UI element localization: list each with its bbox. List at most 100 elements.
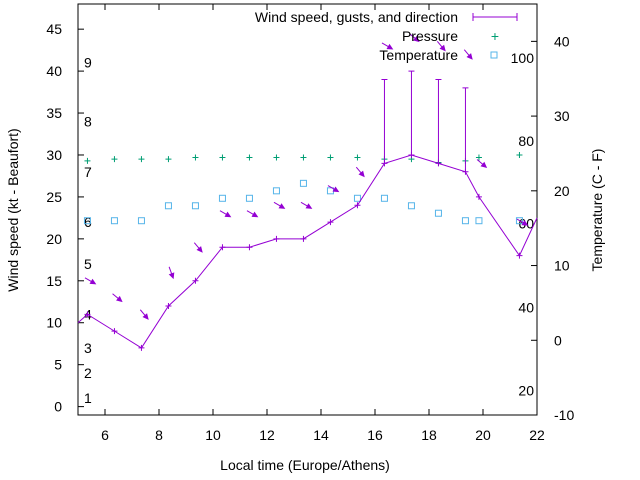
wind-direction-arrows	[84, 33, 529, 320]
wind-speed-series	[77, 151, 538, 351]
wind-direction-arrow	[409, 33, 420, 43]
temperature-point	[191, 202, 199, 210]
wind-direction-arrow	[168, 266, 175, 280]
wind-direction-arrow	[219, 210, 232, 218]
wind-speed-point	[516, 252, 523, 259]
x-tick-labels: 6 8 10 12 14 16 18 20 22	[101, 427, 545, 443]
y-tick-label-7: 35	[46, 105, 62, 121]
y-axis-label: Wind speed (kt - Beaufort)	[5, 128, 21, 291]
wind-speed-point	[327, 219, 334, 226]
beaufort-label-7: 8	[84, 113, 92, 129]
wind-direction-arrow	[300, 201, 313, 209]
fahrenheit-label-0: 20	[518, 382, 534, 398]
wind-direction-arrow	[381, 42, 394, 50]
temperature-point	[110, 217, 118, 225]
legend-label-wind: Wind speed, gusts, and direction	[255, 9, 458, 25]
pressure-point	[138, 156, 145, 163]
temperature-point	[380, 194, 388, 202]
y-tick-label-6: 30	[46, 147, 62, 163]
wind-direction-arrow	[84, 277, 97, 285]
y-tick-label-8: 40	[46, 63, 62, 79]
plot-frame	[77, 3, 538, 416]
x-tick-label-3: 12	[259, 427, 275, 443]
y2-axis-label: Temperature (C - F)	[589, 149, 605, 272]
beaufort-label-6: 7	[84, 164, 92, 180]
beaufort-label-4: 5	[84, 256, 92, 272]
legend-label-temperature: Temperature	[379, 47, 458, 63]
x-tick-label-2: 10	[205, 427, 221, 443]
temperature-point	[515, 217, 523, 225]
wind-direction-arrow	[436, 41, 446, 52]
wind-direction-arrow	[355, 166, 365, 178]
x-tick-label-1: 8	[155, 427, 163, 443]
wind-speed-point	[219, 244, 226, 251]
beaufort-label-8: 9	[84, 55, 92, 71]
beaufort-label-1: 2	[84, 365, 92, 381]
x-tick-label-8: 22	[529, 427, 545, 443]
temperature-point	[434, 209, 442, 217]
pressure-point	[516, 151, 523, 158]
y-tick-labels: 0 5 10 15 20 25 30 35 40 45	[46, 21, 62, 414]
wind-speed-point	[111, 328, 118, 335]
fahrenheit-label-4: 100	[511, 50, 535, 66]
wind-speed-point	[462, 168, 469, 175]
pressure-point	[192, 154, 199, 161]
wind-speed-point	[192, 277, 199, 284]
y-tick-label-0: 0	[54, 399, 62, 415]
temperature-point	[164, 202, 172, 210]
temperature-series	[83, 179, 523, 225]
temperature-point	[475, 217, 483, 225]
temperature-point	[83, 217, 91, 225]
pressure-point	[111, 156, 118, 163]
pressure-point	[327, 154, 334, 161]
axis-ticks	[78, 4, 538, 416]
wind-speed-point	[354, 202, 361, 209]
temperature-point	[137, 217, 145, 225]
wind-speed-point	[165, 302, 172, 309]
pressure-point	[165, 156, 172, 163]
beaufort-label-2: 3	[84, 340, 92, 356]
pressure-point	[354, 154, 361, 161]
wind-direction-arrow	[112, 293, 123, 303]
wind-direction-arrow	[139, 309, 149, 320]
pressure-point	[219, 154, 226, 161]
fahrenheit-label-3: 80	[518, 133, 534, 149]
temperature-point	[299, 179, 307, 187]
y-tick-label-9: 45	[46, 21, 62, 37]
y-tick-label-2: 10	[46, 315, 62, 331]
wind-speed-point	[246, 244, 253, 251]
y-tick-label-4: 20	[46, 231, 62, 247]
y2-tick-label-0: -10	[554, 407, 574, 423]
wind-speed-point	[138, 344, 145, 351]
wind-direction-arrow	[476, 159, 488, 168]
wind-speed-point	[381, 160, 388, 167]
temperature-point	[272, 187, 280, 195]
pressure-series	[84, 151, 523, 166]
pressure-point	[84, 157, 91, 164]
temperature-point	[461, 217, 469, 225]
wind-direction-arrow	[193, 242, 203, 253]
x-tick-label-6: 18	[421, 427, 437, 443]
wind-speed-point	[84, 311, 91, 318]
y2-tick-label-2: 10	[554, 258, 570, 274]
temperature-point	[245, 194, 253, 202]
temperature-point	[407, 202, 415, 210]
y2-tick-label-5: 40	[554, 33, 570, 49]
pressure-point	[300, 154, 307, 161]
wind-direction-arrow	[327, 185, 340, 193]
fahrenheit-label-1: 40	[518, 299, 534, 315]
pressure-point	[273, 154, 280, 161]
temperature-point	[218, 194, 226, 202]
wind-speed-point	[408, 151, 415, 158]
x-axis-label: Local time (Europe/Athens)	[220, 457, 390, 473]
pressure-point	[475, 154, 482, 161]
x-tick-label-5: 16	[367, 427, 383, 443]
wind-direction-arrow	[273, 201, 286, 209]
y2-tick-label-3: 20	[554, 183, 570, 199]
legend-swatch-temperature	[490, 51, 498, 59]
x-tick-label-0: 6	[101, 427, 109, 443]
legend-swatch-pressure: +	[491, 28, 499, 44]
